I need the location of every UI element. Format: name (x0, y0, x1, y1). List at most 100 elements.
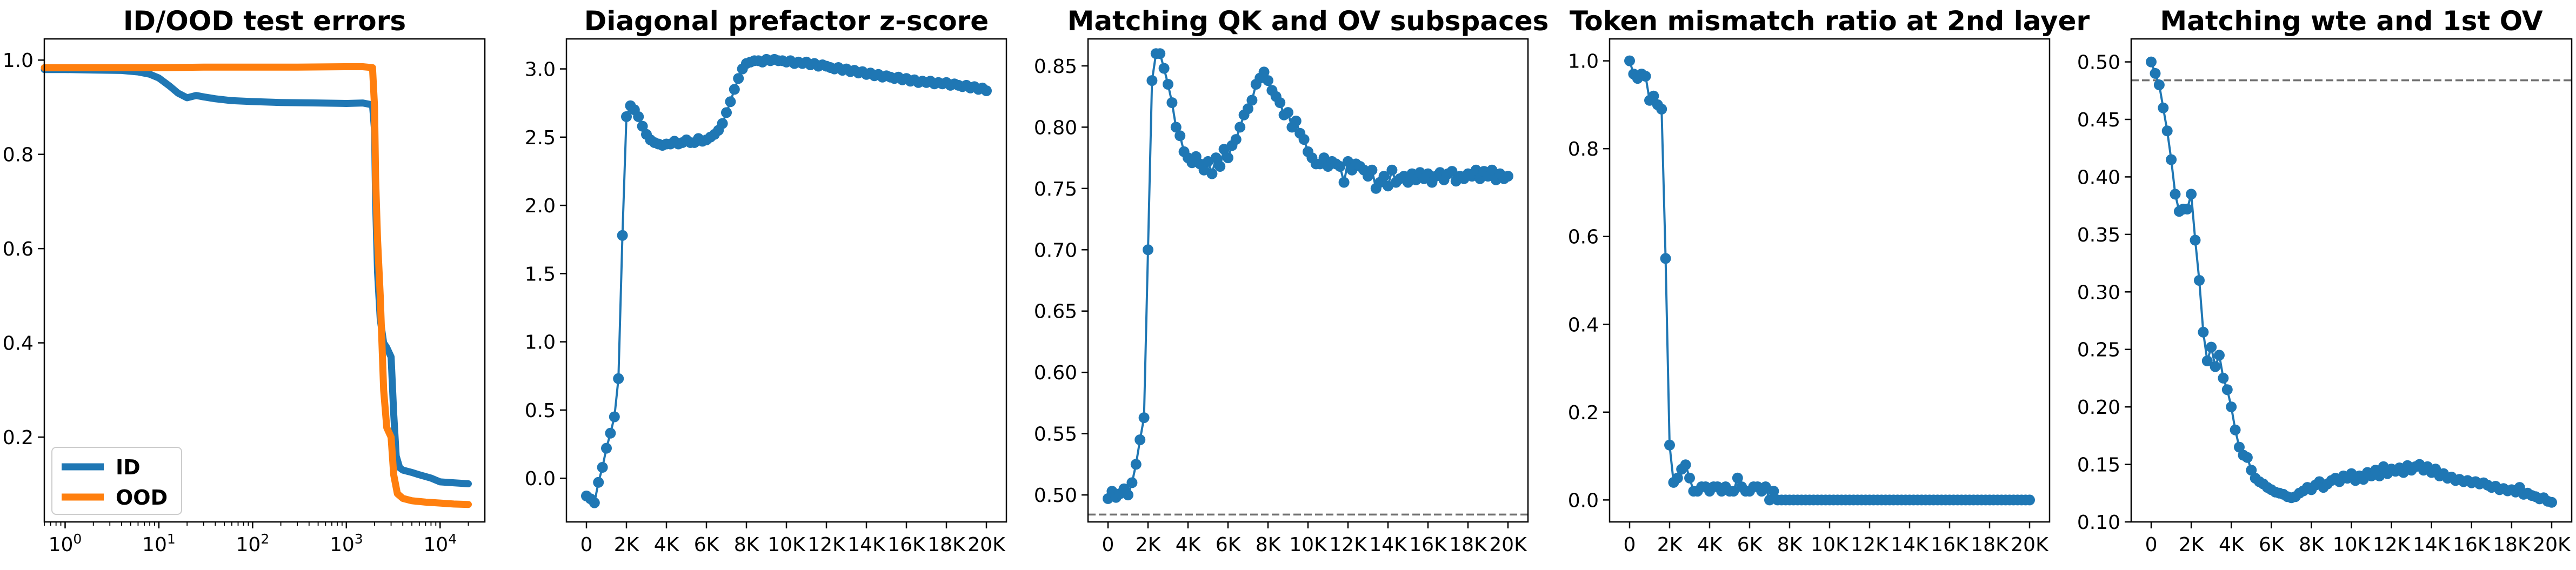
data-point (1386, 164, 1398, 176)
legend: ID OOD (51, 447, 182, 515)
data-point (1660, 253, 1671, 264)
data-point (1234, 122, 1246, 133)
data-point (1366, 164, 1378, 176)
data-point (633, 111, 644, 122)
x-tick-label: 6K (1216, 534, 1242, 556)
x-tick-label: 18K (1971, 534, 2009, 556)
x-tick-label: 4K (2219, 534, 2245, 556)
data-point (1728, 486, 1739, 497)
y-tick-label: 0.65 (1034, 301, 1077, 323)
data-point (1243, 103, 1253, 115)
chart-panel-4: Token mismatch ratio at 2nd layer 0.0 0.2 0… (1568, 5, 2090, 556)
data-point (1672, 472, 1683, 484)
x-tick-label: 0 (1624, 534, 1636, 556)
y-tick-label: 0.80 (1034, 117, 1077, 139)
x-tick-label: 16K (1931, 534, 1969, 556)
data-point (1640, 71, 1651, 82)
y-tick-label: 0.30 (2077, 281, 2120, 304)
chart-title: Token mismatch ratio at 2nd layer (1570, 5, 2090, 37)
y-tick-label: 0.40 (2077, 166, 2120, 189)
y-tick-label: 0.70 (1034, 239, 1077, 261)
data-point (2150, 68, 2161, 79)
y-tick-label: 0.20 (2077, 397, 2120, 419)
x-tick-label: 14K (2413, 534, 2451, 556)
chart-panel-1: ID/OOD test errors 0.2 0.4 0.6 0.8 1.0 100 101 1… (3, 5, 486, 556)
data-point (2153, 79, 2165, 91)
y-tick-label: 0.50 (2077, 52, 2120, 74)
data-point (1158, 63, 1170, 74)
data-point (1274, 97, 1286, 108)
x-tick-label: 4K (1176, 534, 1202, 556)
y-tick-label: 0.55 (1034, 424, 1077, 446)
x-tick-label: 2K (1657, 534, 1683, 556)
y-tick-label: 0.6 (3, 238, 34, 260)
data-point (1378, 171, 1390, 182)
series-line-1 (1629, 59, 2031, 501)
plot-frame (43, 38, 486, 523)
x-tick-label: 8K (734, 534, 760, 556)
data-point (1246, 95, 1258, 106)
data-point (1446, 166, 1458, 177)
data-point (981, 85, 992, 96)
data-point (1130, 459, 1142, 470)
y-tick-label: 0.2 (1568, 402, 1599, 424)
x-tick-label: 20K (2011, 534, 2049, 556)
chart-title: Matching QK and OV subspaces (1067, 5, 1549, 37)
y-tick-label: 1.5 (525, 263, 556, 285)
data-point (1764, 494, 1775, 506)
x-tick-label: 18K (1449, 534, 1487, 556)
data-point (1768, 486, 1779, 497)
data-point (2158, 102, 2169, 113)
data-point (1138, 412, 1150, 424)
data-point (1223, 152, 1233, 164)
data-point (1146, 75, 1158, 86)
data-point (2234, 441, 2245, 453)
data-point (1298, 134, 1310, 145)
x-tick-label: 16K (2453, 534, 2491, 556)
y-tick-label: 0.75 (1034, 178, 1077, 200)
chart-title: Matching wte and 1st OV (2160, 5, 2543, 37)
data-point (1656, 104, 1667, 115)
data-point (2214, 350, 2225, 361)
y-tick-label: 0.45 (2077, 109, 2120, 131)
y-tick-label: 0.15 (2077, 454, 2120, 477)
x-tick-label: 2K (1136, 534, 1162, 556)
y-tick-label: 0.8 (1568, 138, 1599, 160)
x-tick-label: 2K (614, 534, 640, 556)
data-point (2181, 204, 2193, 214)
data-point (597, 462, 608, 473)
x-tick-label: 8K (1256, 534, 1282, 556)
x-tick-label: 18K (927, 534, 966, 556)
data-point (621, 111, 632, 122)
y-tick-label: 1.0 (1568, 51, 1599, 73)
x-tick-label: 12K (2373, 534, 2411, 556)
data-point (1503, 171, 1513, 182)
data-point (1174, 130, 1186, 142)
x-tick-label: 6K (2259, 534, 2285, 556)
series-line-1 (1107, 52, 1509, 500)
data-point (729, 84, 740, 95)
legend-label-ood: OOD (116, 486, 168, 509)
plot-frame (1609, 38, 2051, 523)
x-tick-label: 14K (1369, 534, 1407, 556)
chart-panel-2: Diagonal prefactor z-score 0.0 0.5 1.0 1.5 2.… (525, 5, 1007, 556)
data-point (725, 96, 736, 108)
y-tick-label: 1.0 (525, 332, 556, 354)
data-point (2146, 56, 2157, 68)
data-point (1258, 66, 1270, 78)
x-tick-label: 10K (2333, 534, 2371, 556)
data-point (609, 411, 620, 423)
x-tick-label: 8K (1777, 534, 1803, 556)
data-point (2241, 452, 2253, 463)
y-tick-label: 0.8 (3, 144, 34, 166)
data-point (2230, 424, 2241, 435)
x-tick-label: 10K (768, 534, 806, 556)
series-line-ood (41, 63, 472, 508)
x-tick-label: 6K (694, 534, 720, 556)
x-tick-label: 104 (423, 531, 457, 556)
y-tick-label: 0.2 (3, 427, 34, 449)
data-point (717, 118, 728, 129)
data-point (721, 107, 732, 118)
data-point (613, 373, 624, 384)
